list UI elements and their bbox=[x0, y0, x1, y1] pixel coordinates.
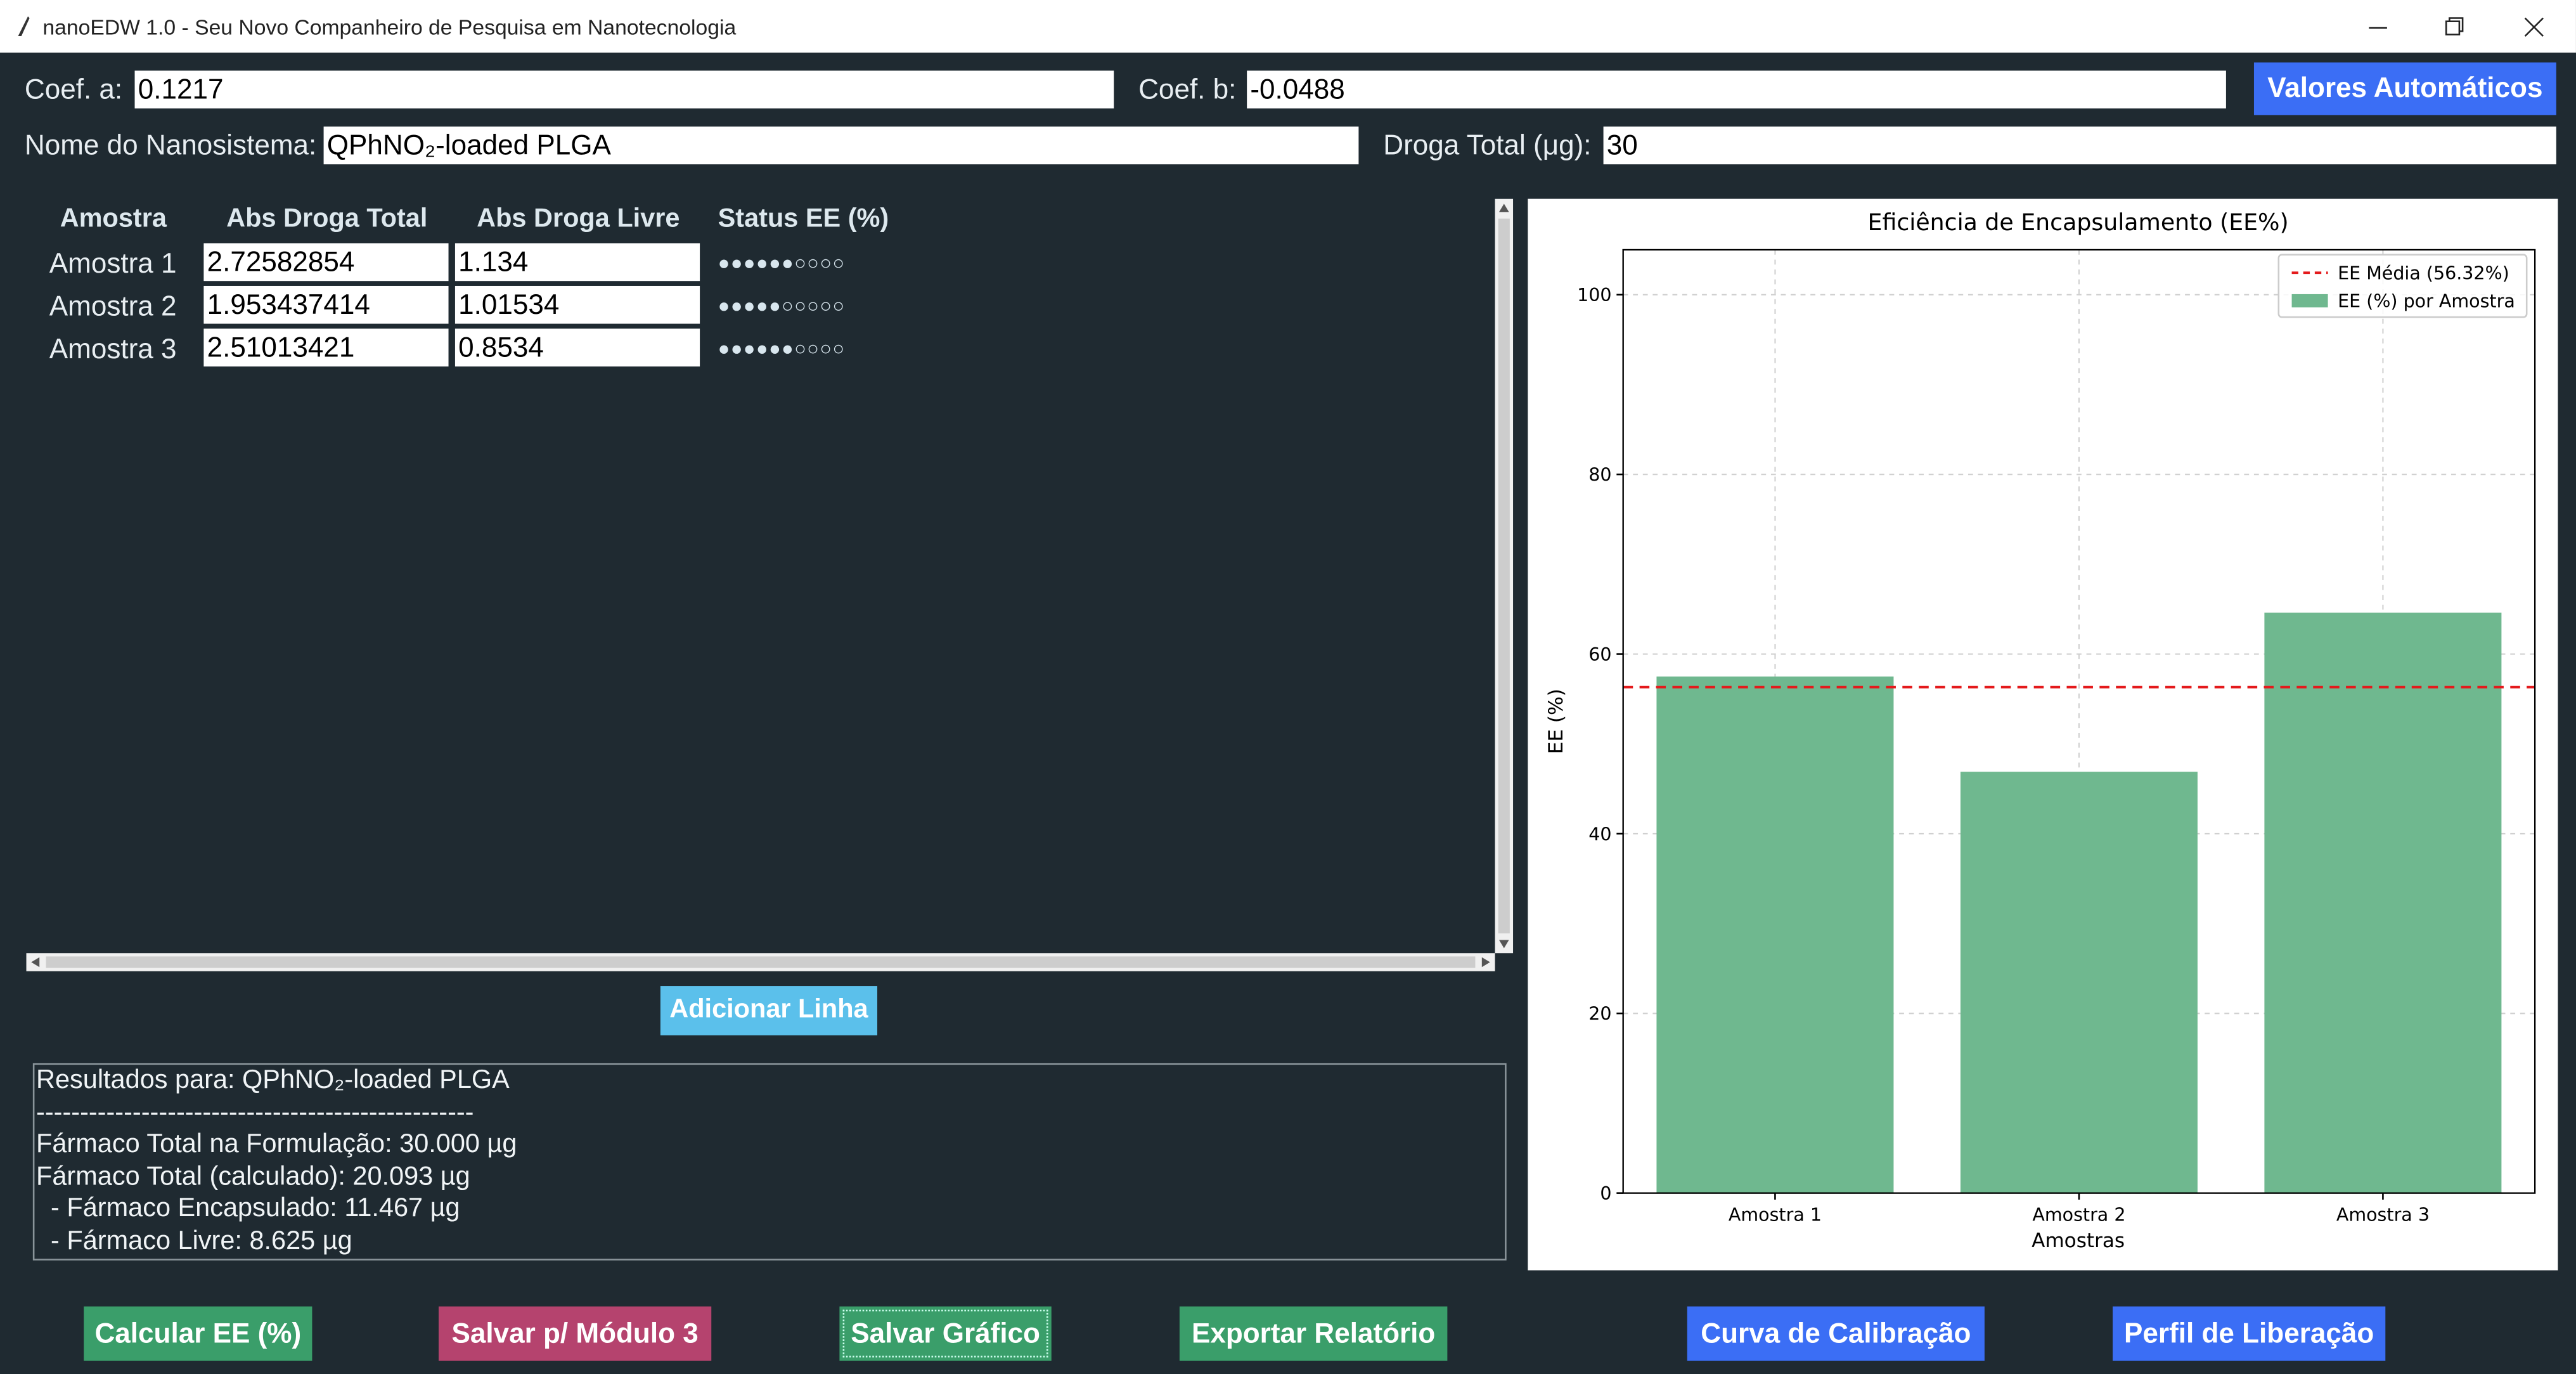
row-label: Amostra 1 bbox=[49, 248, 177, 280]
app-icon bbox=[18, 16, 30, 37]
chart-title: Eficiência de Encapsulamento (EE%) bbox=[1868, 209, 2289, 236]
text-entry[interactable]: 0.8534 bbox=[454, 328, 700, 366]
x-tick-label: Amostra 1 bbox=[1729, 1205, 1822, 1226]
row-label: Amostra 2 bbox=[49, 290, 177, 322]
y-tick-label: 60 bbox=[1588, 644, 1611, 665]
label: Coef. b: bbox=[1138, 74, 1237, 105]
result-line: Resultados para: QPhNO₂-loaded PLGA bbox=[36, 1066, 510, 1095]
results-box bbox=[32, 1063, 1507, 1261]
chart: Eficiência de Encapsulamento (EE%) Amost… bbox=[1528, 198, 2558, 1271]
button[interactable]: Curva de Calibração bbox=[1687, 1306, 1985, 1361]
y-tick-label: 20 bbox=[1588, 1004, 1611, 1025]
y-tick-label: 40 bbox=[1588, 824, 1611, 845]
result-line: - Fármaco Encapsulado: 11.467 µg bbox=[36, 1195, 460, 1224]
column-header: Abs Droga Livre bbox=[477, 205, 680, 234]
text-entry[interactable]: 2.72582854 bbox=[203, 243, 449, 282]
bar bbox=[2264, 612, 2502, 1193]
column-header: Status EE (%) bbox=[718, 205, 889, 234]
window-title: nanoEDW 1.0 - Seu Novo Companheiro de Pe… bbox=[42, 15, 737, 40]
text-entry[interactable]: QPhNO₂-loaded PLGA bbox=[323, 126, 1359, 165]
button[interactable]: Perfil de Liberação bbox=[2113, 1306, 2386, 1361]
status-dots: ●●●●●●○○○○ bbox=[718, 337, 846, 360]
text-entry[interactable]: 1.134 bbox=[454, 243, 700, 282]
scrollbars[interactable] bbox=[26, 198, 1514, 973]
legend-label: EE (%) por Amostra bbox=[2338, 291, 2515, 312]
legend-label: EE Média (56.32%) bbox=[2338, 263, 2509, 284]
result-line: Fármaco Total (calculado): 20.093 µg bbox=[36, 1163, 470, 1191]
x-tick-label: Amostra 2 bbox=[2032, 1205, 2125, 1226]
text-entry[interactable]: 1.01534 bbox=[454, 285, 700, 324]
column-header: Amostra bbox=[60, 205, 167, 234]
window-controls[interactable] bbox=[2349, 13, 2563, 43]
button[interactable]: Calcular EE (%) bbox=[84, 1306, 312, 1361]
row-label: Amostra 3 bbox=[49, 334, 177, 365]
text-entry[interactable]: -0.0488 bbox=[1247, 70, 2226, 109]
text-entry[interactable]: 0.1217 bbox=[134, 70, 1114, 109]
result-line: - Fármaco Livre: 8.625 µg bbox=[36, 1228, 352, 1256]
label: Droga Total (μg): bbox=[1383, 129, 1592, 161]
button[interactable]: Salvar Gráfico bbox=[839, 1306, 1052, 1361]
result-line: Fármaco Total na Formulação: 30.000 µg bbox=[36, 1131, 517, 1159]
y-axis-title: EE (%) bbox=[1545, 689, 1568, 754]
title-bar: nanoEDW 1.0 - Seu Novo Companheiro de Pe… bbox=[0, 0, 2576, 53]
legend-swatch bbox=[2291, 294, 2328, 308]
button[interactable]: Valores Automáticos bbox=[2253, 62, 2556, 115]
legend-box bbox=[2277, 254, 2528, 318]
text-entry[interactable]: 2.51013421 bbox=[203, 328, 449, 366]
axes-frame bbox=[1622, 249, 2536, 1194]
text-entry[interactable]: 1.953437414 bbox=[203, 285, 449, 324]
column-header: Abs Droga Total bbox=[226, 205, 428, 234]
button[interactable]: Adicionar Linha bbox=[660, 986, 878, 1035]
result-line: ----------------------------------------… bbox=[36, 1098, 474, 1127]
label: Nome do Nanosistema: bbox=[24, 129, 317, 161]
button[interactable]: Exportar Relatório bbox=[1179, 1306, 1448, 1361]
bar bbox=[1960, 772, 2198, 1193]
y-tick-label: 100 bbox=[1577, 285, 1611, 306]
y-tick-label: 0 bbox=[1600, 1183, 1611, 1204]
text-entry[interactable]: 30 bbox=[1603, 126, 2556, 165]
status-dots: ●●●●●●○○○○ bbox=[718, 251, 846, 275]
button[interactable]: Salvar p/ Módulo 3 bbox=[439, 1306, 712, 1361]
status-dots: ●●●●●○○○○○ bbox=[718, 294, 846, 318]
y-tick-label: 80 bbox=[1588, 465, 1611, 486]
x-axis-title: Amostras bbox=[2032, 1229, 2125, 1252]
label: Coef. a: bbox=[24, 74, 123, 105]
bar bbox=[1656, 676, 1894, 1193]
x-tick-label: Amostra 3 bbox=[2336, 1205, 2430, 1226]
